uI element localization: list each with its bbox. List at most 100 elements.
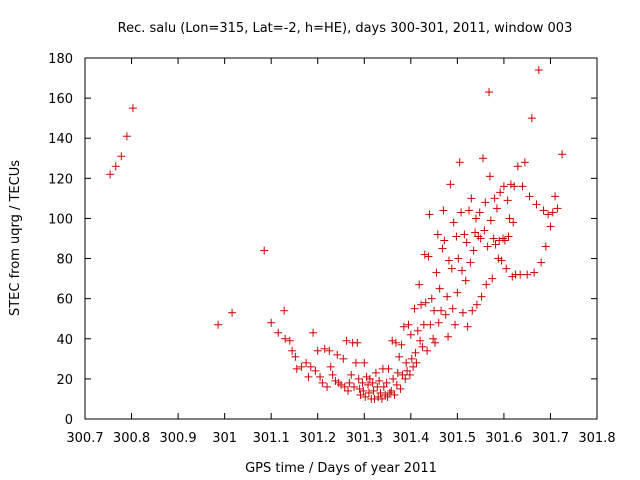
data-point [451,320,460,329]
data-point [412,358,421,367]
data-point [447,264,456,273]
data-point [323,382,332,391]
data-point [467,194,476,203]
data-point [534,66,543,75]
x-axis-ticks: 300.7 300.8 300.9 301 301.1 301.2 301.3 301.4 30… [66,58,616,446]
data-point [427,294,436,303]
data-point [318,378,327,387]
data-point [411,348,420,357]
data-point [326,362,335,371]
data-point [288,346,297,355]
data-point [351,358,360,367]
data-point [553,204,562,213]
data-point [435,284,444,293]
data-point [343,386,352,395]
data-point [468,306,477,315]
data-point [465,206,473,215]
data-point [316,372,325,381]
data-point [443,292,452,301]
data-point [128,104,137,113]
data-point [541,242,550,251]
data-point [274,328,283,337]
data-point [461,276,470,285]
data-point [393,368,402,377]
data-point [510,182,519,191]
data-point [429,334,438,343]
data-point [475,208,484,217]
data-point [480,226,489,235]
data-point [489,234,498,243]
data-point [407,354,416,363]
data-point [472,300,481,309]
data-point [523,270,532,279]
data-point [457,208,466,217]
data-point [530,268,539,277]
data-point [548,208,557,217]
data-point [106,170,115,179]
data-point [399,322,408,331]
y-tick-label: 40 [56,333,73,348]
data-point [415,280,424,289]
data-point [546,222,555,231]
data-point [392,380,401,389]
y-tick-label: 80 [56,253,73,268]
data-point [354,374,363,383]
y-tick-label: 20 [56,373,73,388]
data-point [409,362,418,371]
data-point [449,218,458,227]
plot-frame [84,57,598,420]
data-point [309,328,318,337]
data-point [460,230,469,239]
data-point [281,334,290,343]
data-point [418,342,427,351]
data-point [379,382,388,391]
x-tick-label: 301.6 [485,431,522,446]
x-tick-label: 301.4 [392,431,429,446]
data-point [466,258,475,267]
data-point [391,338,400,347]
data-point [363,380,372,389]
data-point [458,266,467,275]
data-point [405,370,414,379]
data-point [432,268,441,277]
data-point [423,346,432,355]
data-point [537,258,546,267]
data-point [340,382,349,391]
y-axis-ticks: 0 20 40 60 80 100 120 140 160 180 [48,52,597,428]
data-point [513,162,522,171]
data-point [491,240,500,249]
data-point [492,204,501,213]
data-point [328,370,337,379]
data-point [389,374,398,383]
y-tick-label: 160 [48,92,73,107]
x-tick-label: 301.2 [299,431,336,446]
data-point [433,230,442,239]
data-point [356,390,365,399]
data-point [500,236,509,245]
data-point [502,264,511,273]
data-point [437,306,446,315]
data-point [345,378,354,387]
x-tick-label: 301.8 [578,431,615,446]
data-point [398,370,407,379]
data-point [417,300,426,309]
data-points [106,66,567,403]
data-point [476,234,485,243]
data-point [462,238,471,247]
data-point [504,232,513,241]
y-tick-label: 180 [48,52,73,67]
data-point [420,250,429,259]
data-point [426,320,435,329]
data-point [496,188,505,197]
data-point [402,358,411,367]
data-point [488,274,497,283]
data-point [505,214,514,223]
data-point [395,352,404,361]
data-point [441,310,450,319]
data-point [486,216,495,225]
data-point [333,350,342,359]
data-point [527,114,536,123]
y-tick-label: 60 [56,293,73,308]
